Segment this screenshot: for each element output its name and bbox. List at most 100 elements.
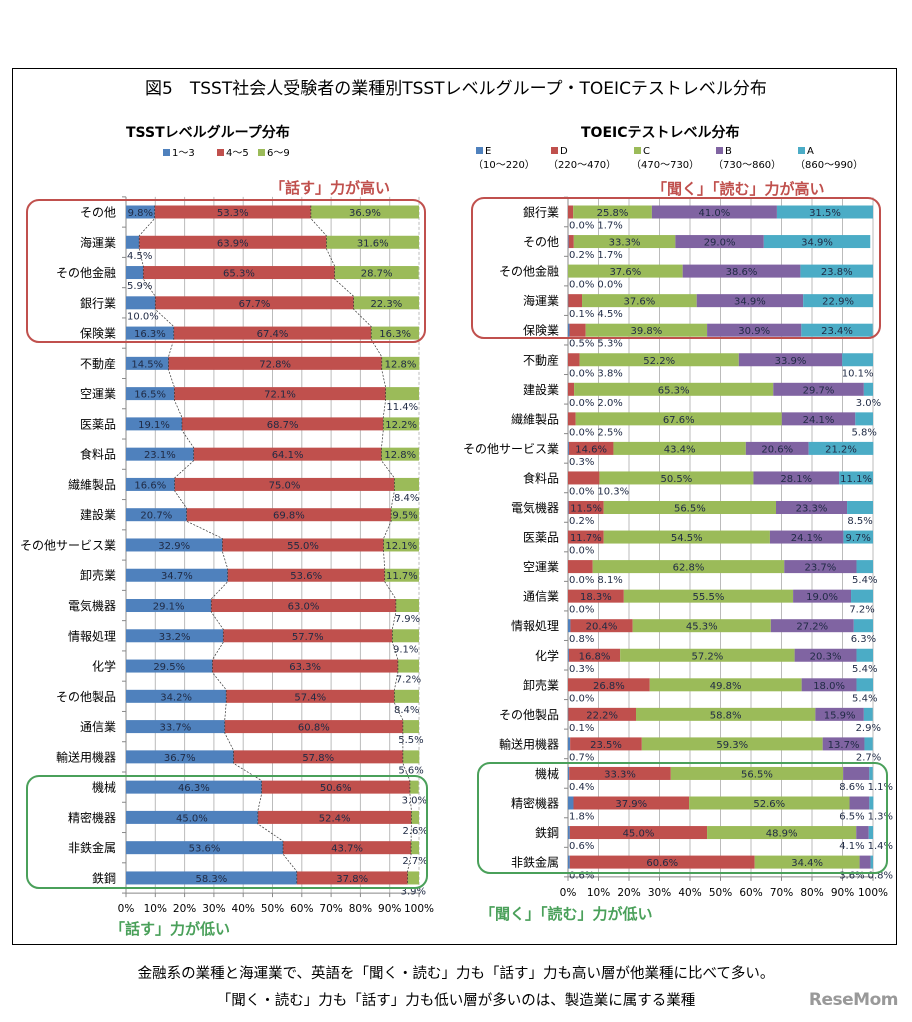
data-label: 32.9% (158, 541, 190, 552)
bar-segment (211, 599, 396, 613)
bar-segment (599, 471, 754, 485)
data-label: 72.8% (259, 359, 291, 370)
data-label: 0.2% (569, 516, 594, 527)
data-label: 12.8% (384, 450, 416, 461)
data-label: 14.6% (575, 444, 607, 455)
bar-segment (568, 855, 570, 869)
category-label: 精密機器 (511, 796, 559, 811)
caption-line-2: 「聞く・読む」力も「話す」力も低い層が多いのは、製造業に属する業種 (216, 993, 696, 1009)
data-label: 18.0% (813, 681, 845, 692)
bar-segment (568, 441, 569, 455)
bar-segment (574, 382, 774, 396)
bar-segment (126, 266, 144, 280)
bar-segment (212, 659, 398, 673)
bar-segment (651, 205, 777, 219)
legend-swatch (476, 147, 483, 154)
bar-segment (395, 599, 419, 613)
bar-segment (353, 296, 419, 310)
x-tick-label: 100% (404, 903, 434, 915)
bar-segment (784, 560, 857, 574)
data-label: 0.0% (569, 221, 594, 232)
bar-segment (573, 205, 652, 219)
caption-line-1: 金融系の業種と海運業で、英語を「聞く・読む」力も「話す」力も高い層が他業種に比べ… (137, 966, 775, 982)
bar-segment (849, 796, 870, 810)
bar-segment (568, 501, 604, 514)
data-label: 20.4% (586, 622, 618, 633)
category-label: 銀行業 (523, 206, 559, 220)
data-label: 45.3% (686, 622, 718, 633)
data-label: 52.6% (753, 799, 785, 810)
category-label: 電気機器 (511, 500, 559, 515)
data-label: 2.9% (856, 723, 881, 734)
data-label: 75.0% (269, 480, 301, 491)
category-label: 輸送用機器 (56, 749, 116, 764)
bar-segment (568, 796, 574, 810)
category-label: 情報処理 (68, 629, 116, 643)
data-label: 2.7% (856, 752, 881, 763)
data-label: 23.3% (796, 504, 828, 515)
category-label: 不動産 (80, 356, 116, 371)
data-label: 62.8% (673, 563, 705, 574)
category-label: 鉄鋼 (92, 870, 116, 885)
bar-segment (126, 629, 224, 643)
category-label: 精密機器 (68, 810, 116, 825)
bar-segment (126, 447, 194, 461)
bar-segment (603, 530, 770, 544)
data-label: 50.5% (661, 474, 693, 485)
bar-segment (126, 689, 227, 703)
data-label: 9.5% (392, 511, 417, 522)
data-label: 11.1% (840, 474, 872, 485)
data-label: 12.8% (385, 359, 417, 370)
data-label: 63.9% (217, 238, 249, 249)
annotation-label: 「話す」力が高い (270, 179, 390, 197)
data-label: 46.3% (178, 783, 210, 794)
bar-segment (126, 568, 228, 582)
data-label: 2.7% (402, 856, 427, 867)
bar-segment (257, 810, 412, 824)
data-label: 20.7% (140, 511, 172, 522)
data-label: 34.9% (801, 238, 833, 249)
data-label: 34.2% (160, 692, 192, 703)
bar-segment (402, 720, 419, 734)
bar-segment (592, 560, 785, 574)
bar-segment (853, 619, 873, 633)
data-label: 10.0% (127, 311, 159, 322)
bar-segment (753, 471, 840, 485)
data-label: 9.1% (393, 644, 418, 655)
bar-segment (568, 382, 575, 396)
bar-segment (334, 266, 419, 280)
data-label: 3.0% (856, 398, 881, 409)
x-tick-label: 60% (739, 887, 762, 899)
category-label: 通信業 (523, 590, 559, 604)
data-label: 6.5% (839, 812, 864, 823)
category-label: 不動産 (523, 352, 559, 367)
category-label: 卸売業 (523, 677, 559, 692)
bar-segment (843, 766, 870, 780)
x-tick-label: 60% (290, 903, 313, 915)
category-label: 医薬品 (80, 417, 116, 431)
data-label: 8.4% (394, 493, 419, 504)
bar-segment (126, 326, 174, 340)
data-label: 58.3% (196, 874, 228, 885)
bar-segment (126, 205, 155, 219)
bar-segment (568, 205, 574, 219)
figure-title: 図5 TSST社会人受験者の業種別TSSTレベルグループ・TOEICテストレベル… (145, 79, 767, 99)
legend-swatch (716, 147, 723, 154)
bar-segment (381, 447, 419, 461)
bar-segment (126, 235, 140, 249)
data-label: 69.8% (273, 511, 305, 522)
bar-segment (154, 205, 311, 219)
data-label: 60.6% (646, 858, 678, 869)
bar-segment (155, 296, 354, 310)
category-label: その他製品 (56, 690, 116, 704)
data-label: 55.0% (287, 541, 319, 552)
data-label: 8.5% (847, 516, 872, 527)
data-label: 52.4% (319, 813, 351, 824)
data-label: 49.8% (710, 681, 742, 692)
data-label: 11.7% (386, 571, 418, 582)
bar-segment (186, 508, 392, 522)
annotation-label: 「聞く」「読む」力が高い (652, 180, 825, 198)
data-label: 68.7% (267, 420, 299, 431)
bar-segment (227, 568, 385, 582)
